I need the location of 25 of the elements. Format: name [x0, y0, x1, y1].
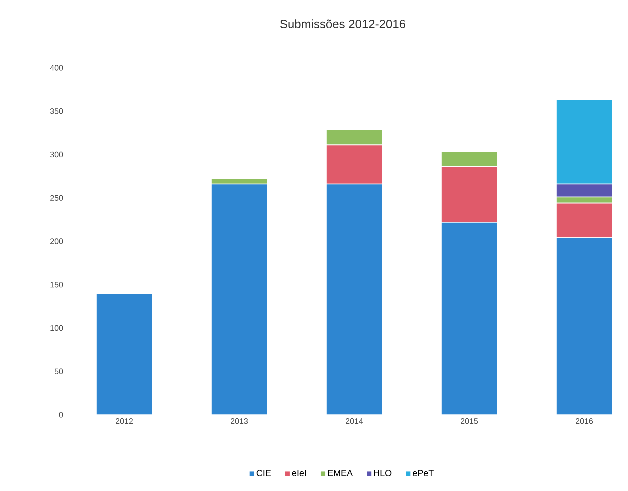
legend-label: ePeT	[413, 470, 434, 476]
y-tick-label: 250	[50, 195, 64, 201]
y-tick-label: 50	[54, 368, 64, 374]
y-tick-label: 200	[50, 238, 64, 244]
y-tick-label: 350	[50, 108, 64, 114]
x-tick-label: 2015	[461, 418, 478, 424]
x-tick-label: 2016	[576, 418, 594, 424]
legend-label: HLO	[374, 470, 392, 476]
x-tick-label: 2012	[116, 418, 133, 424]
chart-title: Submissões 2012-2016	[280, 20, 406, 28]
bar	[556, 238, 613, 415]
bar	[96, 293, 153, 415]
x-tick-label: 2013	[231, 418, 248, 424]
legend-label: EMEA	[328, 470, 354, 476]
legend-label: CIE	[256, 470, 272, 476]
y-tick-label: 150	[50, 282, 64, 288]
y-tick-label: 400	[50, 65, 64, 71]
y-tick-label: 300	[50, 152, 64, 158]
legend-label: eIeI	[292, 470, 306, 476]
bar	[441, 222, 498, 415]
y-tick-label: 0	[59, 412, 64, 418]
bar	[326, 184, 383, 415]
x-tick-label: 2014	[346, 418, 364, 424]
y-tick-label: 100	[50, 325, 64, 332]
bar	[211, 184, 268, 415]
